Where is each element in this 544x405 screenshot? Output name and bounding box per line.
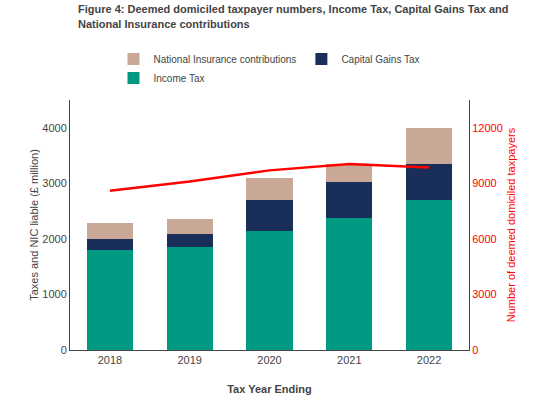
- svg-text:Capital Gains Tax: Capital Gains Tax: [341, 54, 419, 65]
- svg-text:Number of deemed domiciled tax: Number of deemed domiciled taxpayers: [505, 127, 517, 322]
- svg-text:2022: 2022: [417, 354, 441, 366]
- svg-text:2000: 2000: [42, 233, 66, 245]
- svg-text:1000: 1000: [42, 288, 66, 300]
- svg-text:12000: 12000: [472, 122, 503, 134]
- svg-text:2020: 2020: [257, 354, 281, 366]
- svg-text:Taxes and NIC liable (£ millio: Taxes and NIC liable (£ million): [28, 149, 40, 301]
- svg-text:4000: 4000: [42, 122, 66, 134]
- svg-text:2018: 2018: [98, 354, 122, 366]
- svg-text:9000: 9000: [472, 177, 496, 189]
- svg-text:3000: 3000: [42, 177, 66, 189]
- svg-text:Tax Year Ending: Tax Year Ending: [227, 383, 312, 395]
- svg-text:Figure 4: Deemed domiciled tax: Figure 4: Deemed domiciled taxpayer numb…: [78, 3, 509, 29]
- svg-text:0: 0: [472, 344, 478, 356]
- svg-text:2019: 2019: [177, 354, 201, 366]
- svg-text:0: 0: [61, 344, 67, 356]
- svg-text:National Insurance contributio: National Insurance contributions: [154, 54, 297, 65]
- svg-text:3000: 3000: [472, 288, 496, 300]
- svg-text:2021: 2021: [337, 354, 361, 366]
- svg-text:6000: 6000: [472, 233, 496, 245]
- svg-text:Income Tax: Income Tax: [154, 73, 205, 84]
